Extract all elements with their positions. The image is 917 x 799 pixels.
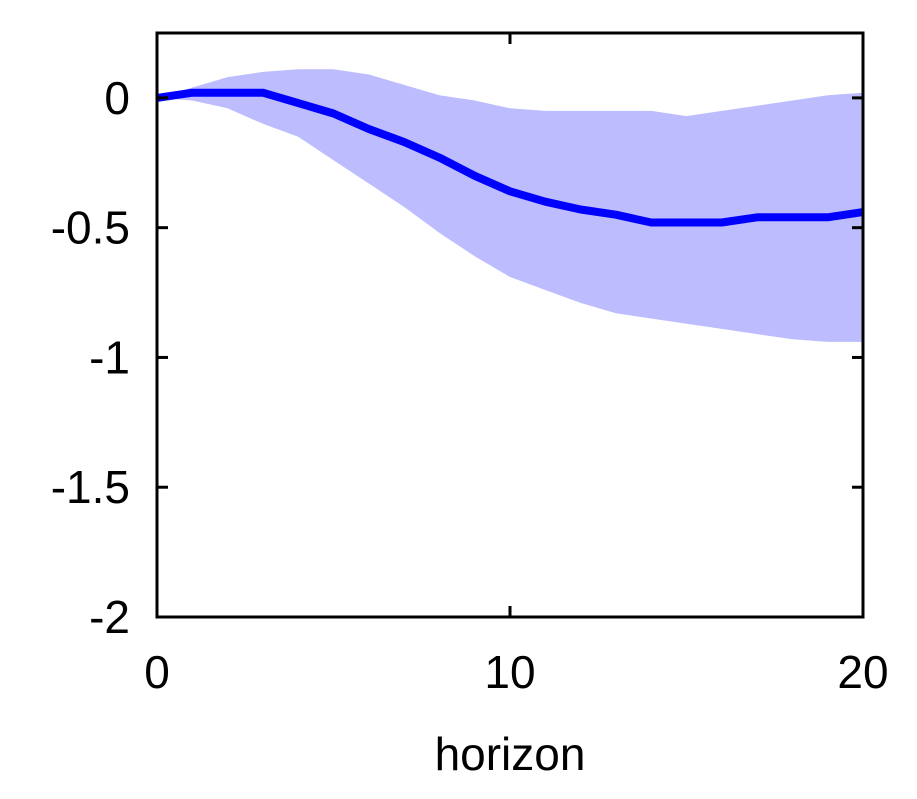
y-tick-label: -2	[89, 591, 130, 643]
x-tick-label: 10	[484, 646, 535, 698]
confidence-band-layer	[157, 69, 863, 342]
tick-mark-layer	[155, 33, 865, 619]
x-tick-label: 20	[837, 646, 888, 698]
response-line-series-0	[156, 88, 864, 227]
x-tick-label: 0	[144, 646, 170, 698]
tick-label-layer: 0 10 20 0 -0.5 -1 -1.5 -2	[51, 72, 889, 698]
confidence-band	[157, 69, 863, 342]
response-line-layer	[156, 88, 864, 227]
y-tick-label: -0.5	[51, 202, 130, 254]
y-tick-label: 0	[104, 72, 130, 124]
y-tick-label: -1	[89, 331, 130, 383]
y-tick-label: -1.5	[51, 461, 130, 513]
x-axis-label: horizon	[435, 728, 586, 780]
